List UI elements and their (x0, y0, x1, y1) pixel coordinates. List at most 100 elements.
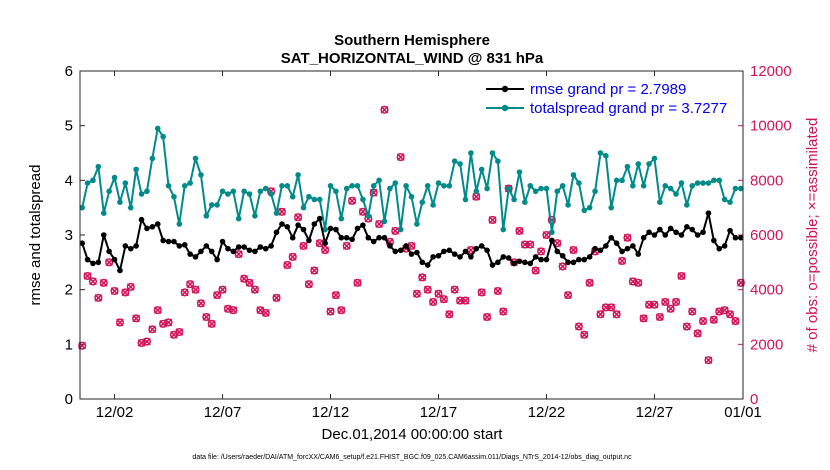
rmse-point (284, 224, 291, 230)
y-tick-label-left: 6 (65, 63, 73, 80)
obs_possible-point (531, 266, 540, 275)
totalspread-point (603, 152, 609, 159)
totalspread-point (181, 183, 188, 189)
rmse-point (608, 234, 615, 241)
totalspread-point (127, 204, 134, 211)
totalspread-point (408, 193, 415, 200)
rmse-point (306, 237, 312, 244)
obs_assimilated-point (202, 313, 211, 321)
totalspread-point (538, 185, 544, 192)
rmse-point (360, 222, 366, 228)
legend-rmse-marker (501, 85, 509, 93)
obs_assimilated-point (310, 266, 319, 275)
obs_possible-point (736, 278, 745, 287)
rmse-point (667, 225, 674, 232)
obs_assimilated-point (650, 300, 659, 309)
totalspread-point (435, 180, 442, 186)
obs_possible-point (483, 312, 492, 322)
rmse-point (127, 245, 134, 252)
rmse-point (187, 251, 193, 257)
obs_possible-point (520, 240, 529, 249)
obs_possible-point (645, 300, 654, 309)
rmse-point (484, 247, 490, 254)
totalspread-point (219, 188, 226, 195)
obs_possible-point (461, 296, 470, 305)
obs_possible-point (94, 293, 103, 302)
obs_possible-point (310, 266, 319, 275)
rmse-point (489, 262, 496, 268)
series-layer (78, 105, 745, 365)
totalspread-point (198, 172, 204, 178)
totalspread-point (387, 185, 393, 192)
obs_possible-point (105, 258, 114, 267)
totalspread-point (100, 210, 107, 216)
totalspread-point (516, 169, 523, 175)
totalspread-point (613, 177, 620, 184)
obs_possible-point (423, 285, 432, 294)
obs_possible-point (348, 196, 357, 205)
rmse-point (311, 221, 318, 227)
totalspread-point (241, 188, 247, 195)
y-tick-label-right: 8000 (750, 172, 783, 189)
rmse-point (392, 248, 399, 255)
rmse-point (252, 248, 258, 255)
rmse-point (603, 243, 609, 249)
rmse-point (495, 259, 501, 266)
obs_possible-point (83, 271, 92, 281)
obs_assimilated-point (450, 285, 459, 294)
rmse-point (694, 232, 701, 238)
rmse-point (732, 234, 739, 241)
obs_possible-point (515, 226, 524, 235)
rmse-point (738, 234, 744, 241)
totalspread-point (457, 161, 463, 167)
totalspread-point (192, 155, 199, 162)
x-tick-label: 12/02 (96, 404, 134, 421)
totalspread-point (262, 185, 269, 192)
rmse-point (397, 247, 404, 254)
totalspread-point (732, 185, 739, 192)
rmse-point (678, 232, 685, 238)
obs_possible-point (380, 105, 389, 114)
obs_possible-point (688, 307, 697, 316)
obs_possible-point (693, 329, 702, 338)
rmse-point (241, 244, 247, 250)
rmse-point (90, 260, 96, 267)
obs_possible-point (240, 274, 249, 283)
totalspread-point (554, 188, 561, 195)
rmse-point (111, 256, 118, 263)
totalspread-point (500, 226, 507, 233)
obs_assimilated-point (693, 329, 702, 338)
totalspread-point (430, 202, 436, 208)
obs_assimilated-point (191, 285, 200, 294)
totalspread-point (365, 213, 372, 219)
obs_assimilated-point (245, 279, 254, 287)
rmse-point (343, 234, 350, 241)
totalspread-point (333, 188, 339, 195)
x-tick-label: 12/27 (636, 404, 674, 421)
totalspread-point (684, 202, 690, 208)
x-axis-label: Dec.01,2014 00:00:00 start (322, 426, 504, 443)
totalspread-point (673, 191, 679, 197)
obs_assimilated-point (564, 291, 572, 299)
totalspread-point (630, 183, 636, 189)
obs_assimilated-point (348, 197, 356, 205)
rmse-point (657, 226, 663, 233)
obs_assimilated-point (326, 307, 335, 316)
obs_assimilated-point (99, 279, 108, 287)
totalspread-point (154, 125, 161, 132)
obs_possible-point (596, 310, 605, 319)
obs_possible-point (148, 325, 157, 334)
obs_possible-point (499, 307, 508, 316)
totalspread-point (84, 180, 91, 186)
obs_possible-point (574, 322, 583, 331)
totalspread-point (165, 183, 172, 189)
rmse-point (246, 247, 253, 254)
obs_possible-point (110, 286, 119, 296)
plot-area-frame (79, 70, 744, 400)
rmse-point (619, 248, 625, 255)
rmse-point (462, 248, 469, 255)
rmse-point (511, 260, 517, 267)
rmse-point (376, 234, 382, 241)
rmse-point (149, 224, 156, 230)
obs_assimilated-point (499, 307, 508, 316)
